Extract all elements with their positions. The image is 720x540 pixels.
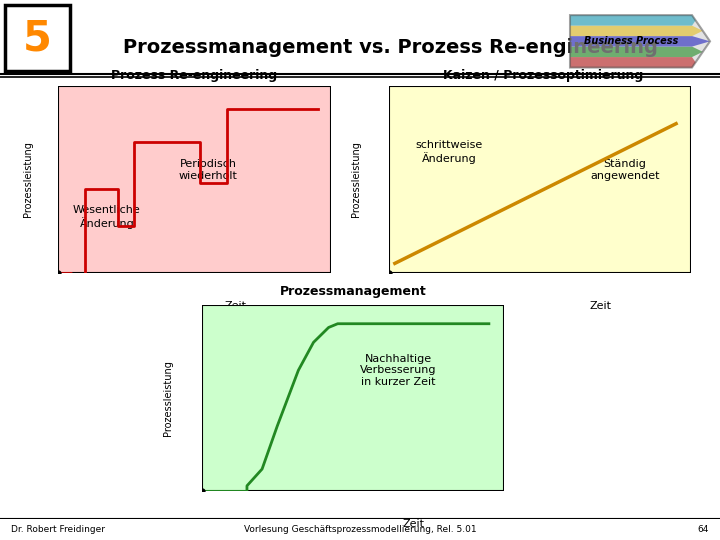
- Text: Ständig
angewendet: Ständig angewendet: [590, 159, 660, 181]
- Text: Prozessmanagement vs. Prozess Re-engineering: Prozessmanagement vs. Prozess Re-enginee…: [122, 38, 657, 57]
- Text: Prozessleistung: Prozessleistung: [22, 141, 32, 218]
- Text: Prozessleistung: Prozessleistung: [163, 360, 174, 436]
- Text: schrittweise
Änderung: schrittweise Änderung: [415, 140, 483, 164]
- Text: Wesentliche
Änderung: Wesentliche Änderung: [73, 205, 140, 229]
- Polygon shape: [570, 57, 696, 68]
- Text: Zeit: Zeit: [402, 519, 424, 529]
- Polygon shape: [570, 36, 710, 46]
- Text: Dr. Robert Freidinger: Dr. Robert Freidinger: [11, 524, 105, 534]
- Text: Periodisch
wiederholt: Periodisch wiederholt: [179, 159, 238, 181]
- Polygon shape: [570, 46, 703, 57]
- Polygon shape: [570, 25, 703, 36]
- Bar: [5, 5, 70, 71]
- Polygon shape: [570, 15, 710, 68]
- Text: 64: 64: [698, 524, 709, 534]
- Text: Zeit: Zeit: [590, 301, 611, 310]
- Text: Vorlesung Geschäftsprozessmodellierung, Rel. 5.01: Vorlesung Geschäftsprozessmodellierung, …: [243, 524, 477, 534]
- Text: Kaizen / Prozessoptimierung: Kaizen / Prozessoptimierung: [444, 69, 644, 82]
- Text: Nachhaltige
Verbesserung
in kurzer Zeit: Nachhaltige Verbesserung in kurzer Zeit: [360, 354, 436, 387]
- Text: Business Process: Business Process: [584, 36, 678, 46]
- Polygon shape: [570, 15, 696, 25]
- Text: Prozessleistung: Prozessleistung: [351, 141, 361, 218]
- Text: Prozessmanagement: Prozessmanagement: [279, 285, 426, 298]
- Text: Zeit: Zeit: [225, 301, 246, 310]
- Text: Prozess Re-engineering: Prozess Re-engineering: [112, 69, 277, 82]
- Text: 5: 5: [22, 17, 51, 59]
